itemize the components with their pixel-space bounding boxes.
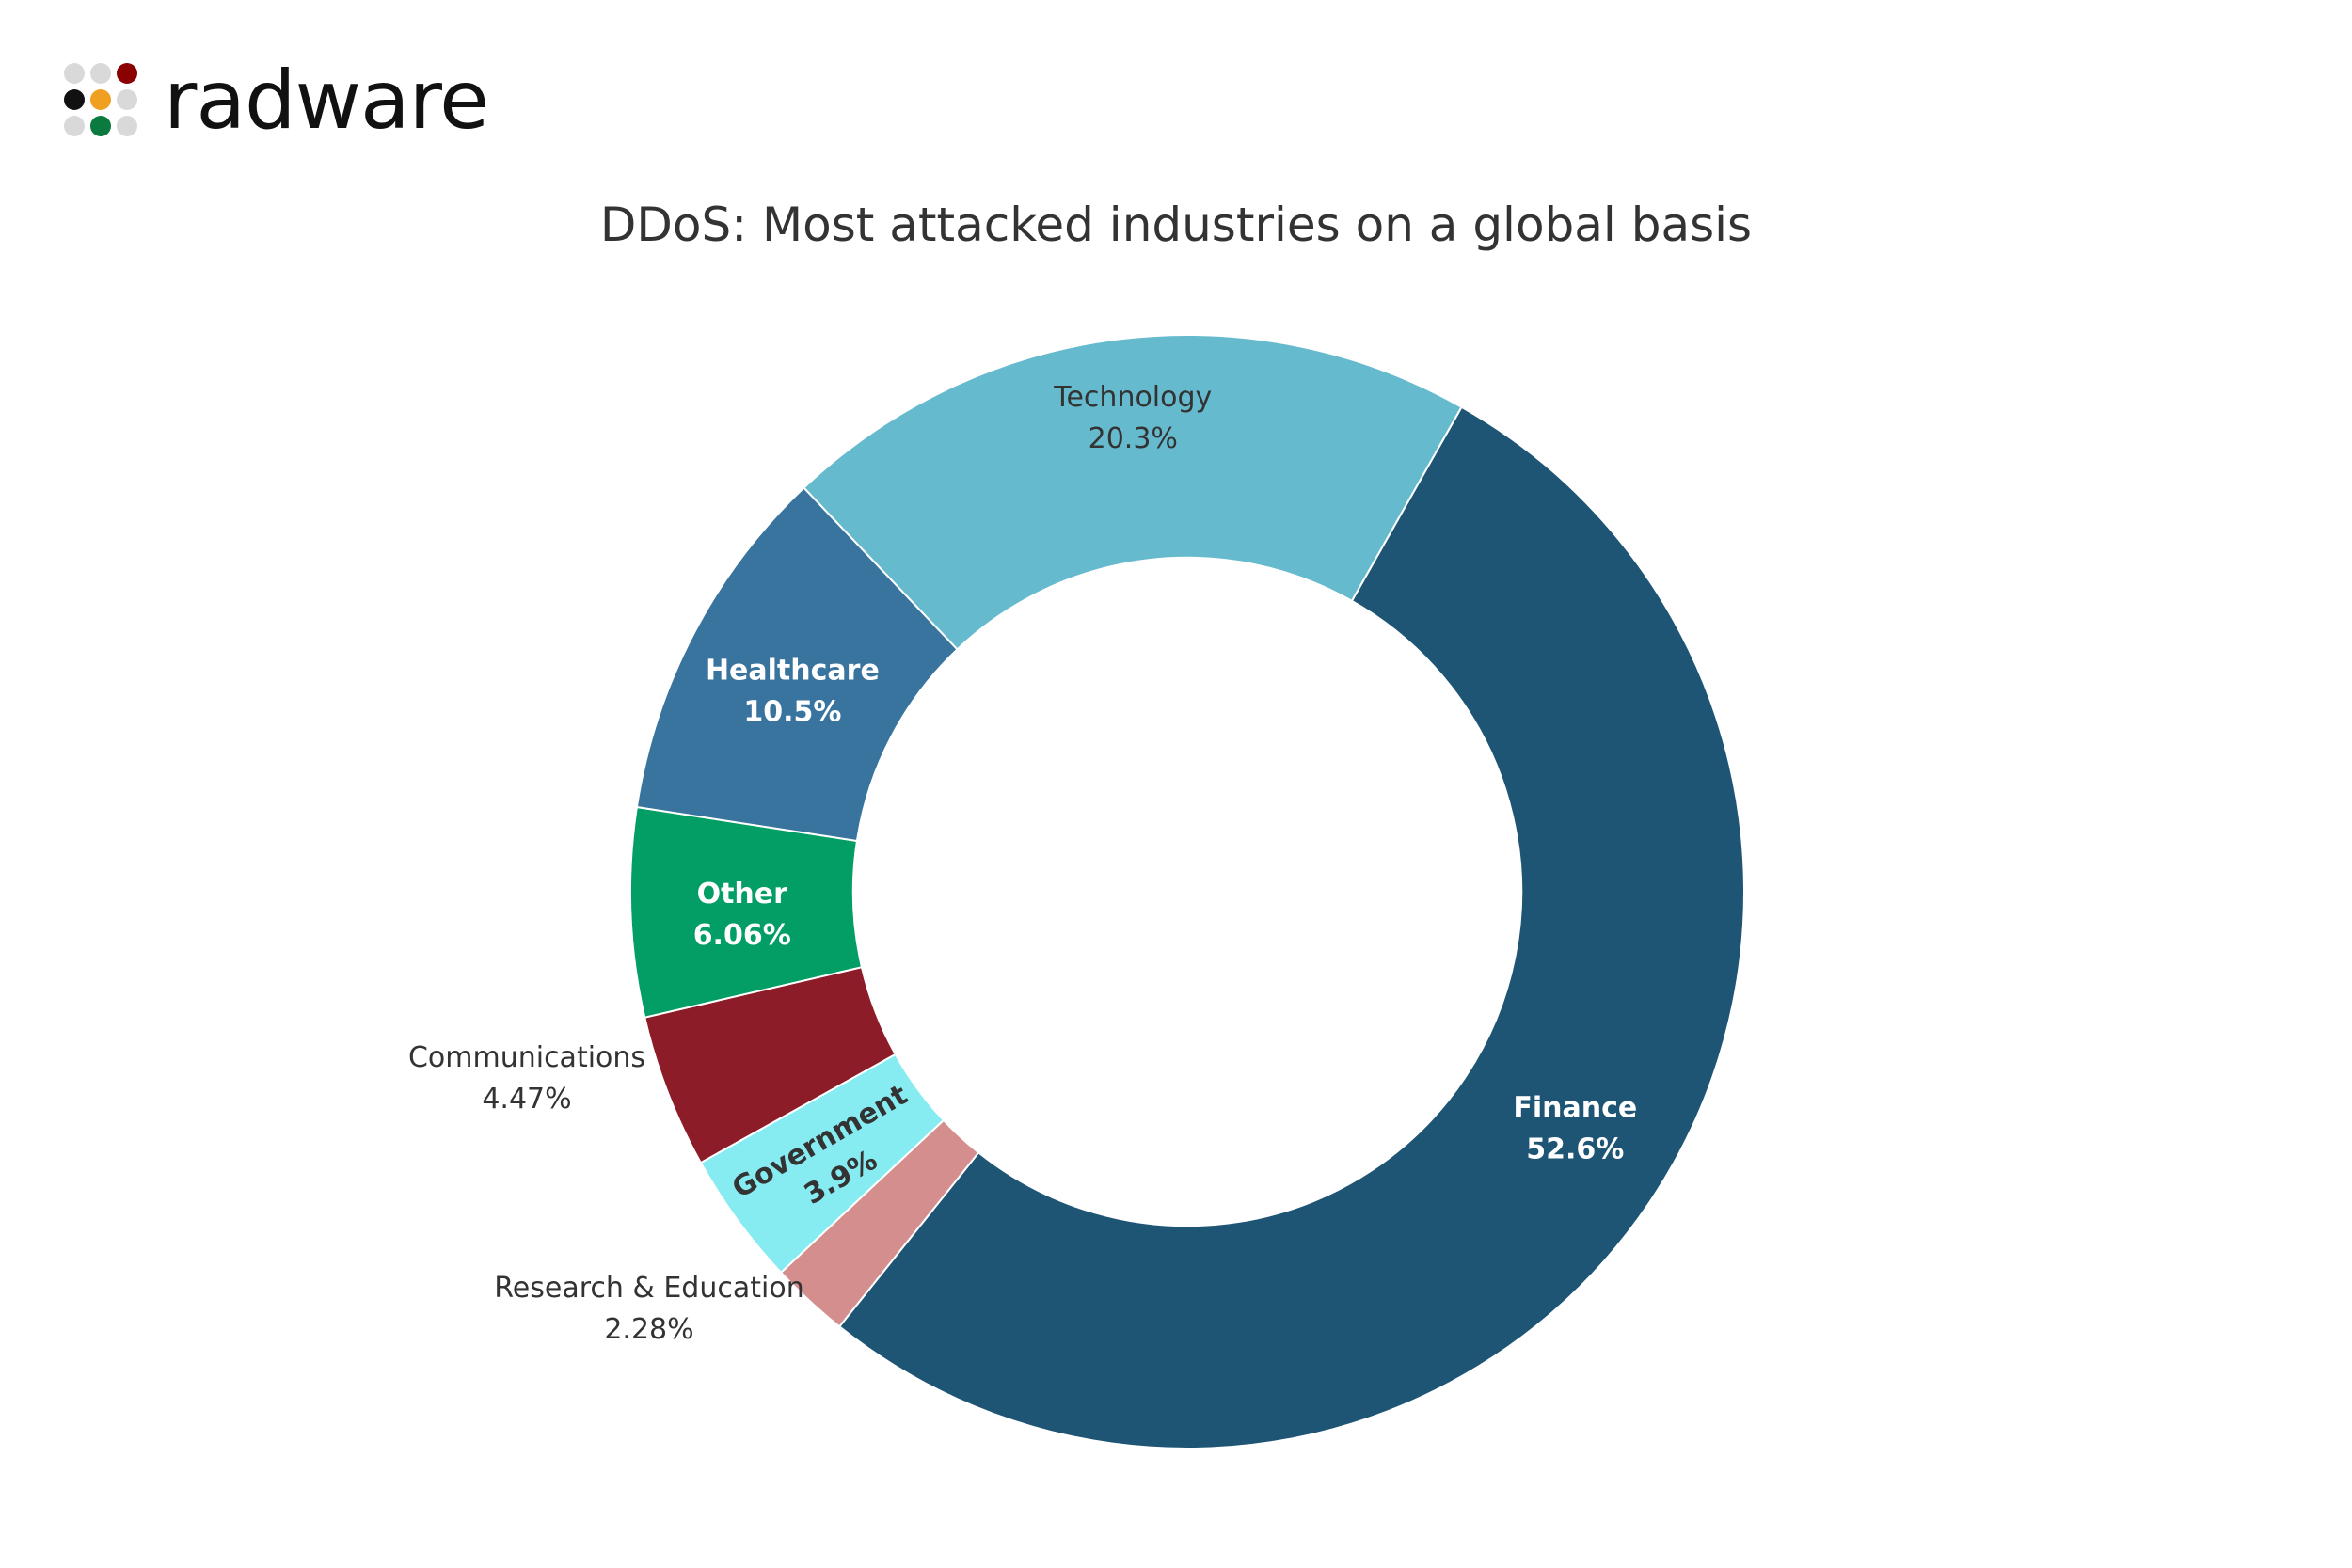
logo-dots-icon — [64, 63, 158, 138]
logo-dot — [117, 89, 137, 110]
logo-dot — [90, 116, 111, 136]
slice-value-label: 6.06% — [693, 919, 791, 952]
logo-dot — [64, 63, 85, 84]
chart-title: DDoS: Most attacked industries on a glob… — [599, 198, 1753, 252]
logo-dot — [64, 89, 85, 110]
logo-text: radware — [164, 54, 489, 148]
slice-label: Communications — [408, 1041, 645, 1074]
slice-label-group: Technology 20.3% — [1053, 381, 1212, 455]
slice-value-label: 4.47% — [482, 1083, 571, 1116]
logo-dot — [117, 116, 137, 136]
slice-label: Research & Education — [494, 1272, 803, 1305]
slice-label-group: Healthcare 10.5% — [706, 654, 880, 728]
slice-label-group: Research & Education 2.28% — [494, 1272, 803, 1346]
slice-label: Other — [697, 878, 788, 911]
slice-finance — [837, 405, 1745, 1449]
slice-value-label: 10.5% — [743, 695, 841, 728]
slice-label: Finance — [1513, 1091, 1637, 1124]
slice-value-label: 20.3% — [1089, 422, 1178, 455]
radware-logo: radware — [64, 54, 489, 148]
slice-healthcare — [635, 486, 959, 843]
slice-value-label: 2.28% — [604, 1313, 693, 1346]
slice-technology — [803, 334, 1463, 651]
slice-label: Healthcare — [706, 654, 880, 687]
slice-label-group: Finance 52.6% — [1513, 1091, 1637, 1165]
slice-label: Technology — [1053, 381, 1212, 414]
slice-label-group: Communications 4.47% — [408, 1041, 645, 1116]
logo-dot — [90, 63, 111, 84]
slice-label-group: Other 6.06% — [693, 878, 791, 952]
logo-dot — [117, 63, 137, 84]
logo-dot — [64, 116, 85, 136]
slice-value-label: 52.6% — [1526, 1132, 1624, 1165]
logo-dot — [90, 89, 111, 110]
